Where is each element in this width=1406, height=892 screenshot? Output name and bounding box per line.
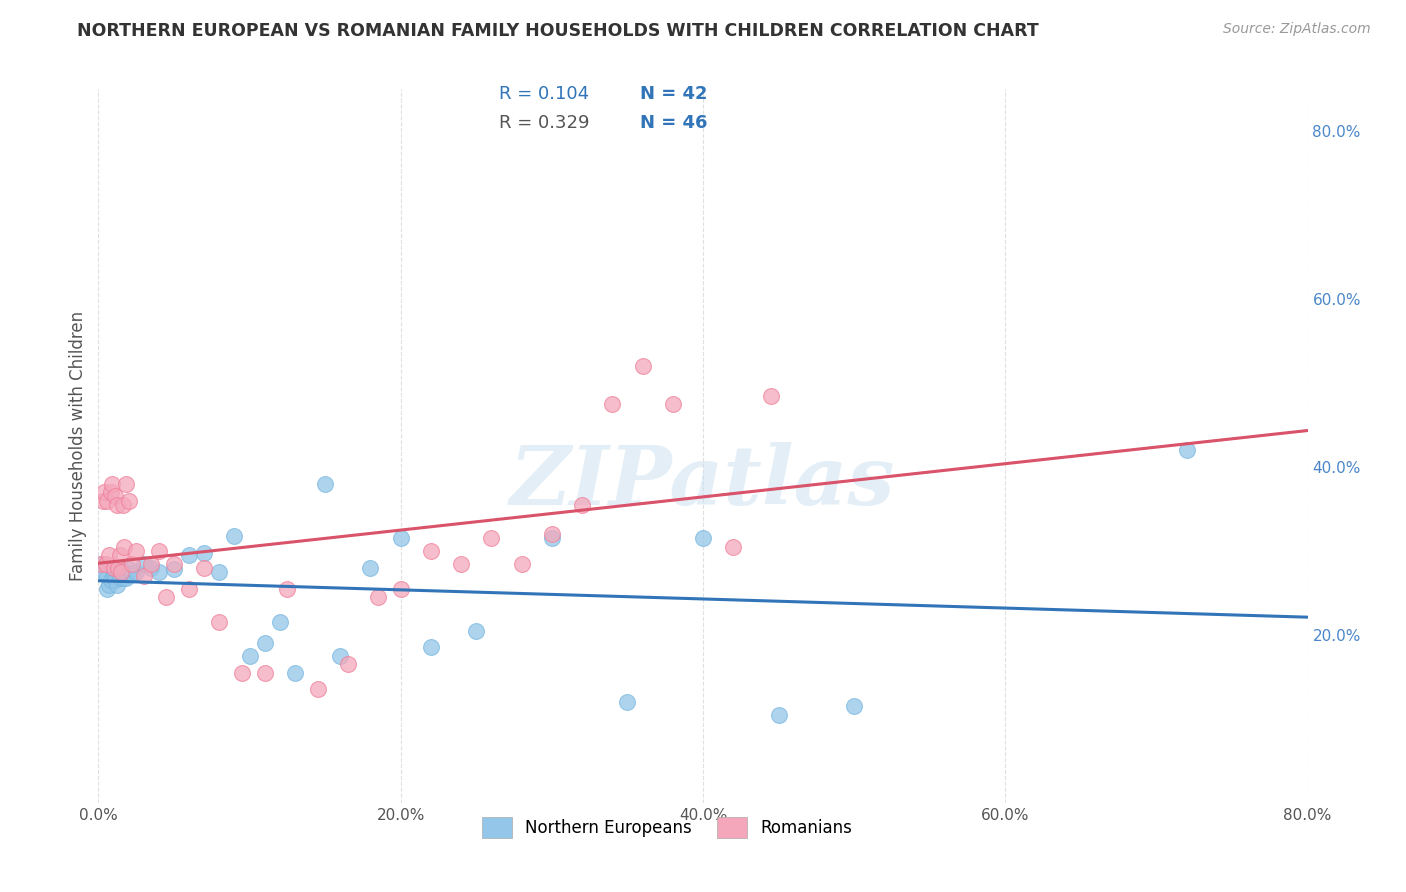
Point xyxy=(367,590,389,604)
Point xyxy=(420,640,443,655)
Point xyxy=(224,529,246,543)
Point xyxy=(96,493,118,508)
Point xyxy=(314,476,336,491)
Point xyxy=(616,695,638,709)
Point xyxy=(132,569,155,583)
Point xyxy=(360,560,382,574)
Point xyxy=(90,557,112,571)
Point xyxy=(90,557,112,571)
Point xyxy=(105,498,128,512)
Point xyxy=(465,624,488,638)
Point xyxy=(571,498,593,512)
Point xyxy=(602,397,624,411)
Point xyxy=(100,485,122,500)
Point xyxy=(420,544,443,558)
Point xyxy=(121,557,143,571)
Point xyxy=(1175,443,1198,458)
Point xyxy=(148,544,170,558)
Point xyxy=(631,359,654,374)
Point xyxy=(101,560,124,574)
Point xyxy=(107,560,129,574)
Point xyxy=(110,565,132,579)
Point xyxy=(253,636,276,650)
Point xyxy=(661,397,683,411)
Point xyxy=(307,682,329,697)
Point xyxy=(105,577,128,591)
Point xyxy=(98,548,121,562)
Text: N = 42: N = 42 xyxy=(640,85,707,103)
Point xyxy=(93,565,115,579)
Point xyxy=(450,557,472,571)
Point xyxy=(155,590,177,604)
Point xyxy=(111,571,134,585)
Text: R = 0.104: R = 0.104 xyxy=(499,85,589,103)
Point xyxy=(125,544,148,558)
Point xyxy=(111,498,134,512)
Point xyxy=(179,548,201,562)
Point xyxy=(121,566,143,581)
Point xyxy=(96,569,118,583)
Point xyxy=(103,569,125,583)
Point xyxy=(94,557,117,571)
Point xyxy=(284,665,307,680)
Point xyxy=(101,476,124,491)
Point xyxy=(253,665,276,680)
Point xyxy=(481,532,503,546)
Point xyxy=(132,557,155,571)
Point xyxy=(239,648,262,663)
Point xyxy=(107,565,129,579)
Point xyxy=(93,485,115,500)
Point xyxy=(96,582,118,596)
Point xyxy=(118,562,141,576)
Text: NORTHERN EUROPEAN VS ROMANIAN FAMILY HOUSEHOLDS WITH CHILDREN CORRELATION CHART: NORTHERN EUROPEAN VS ROMANIAN FAMILY HOU… xyxy=(77,22,1039,40)
Point xyxy=(118,493,141,508)
Point xyxy=(100,574,122,588)
Point xyxy=(141,560,163,574)
Legend: Northern Europeans, Romanians: Northern Europeans, Romanians xyxy=(475,811,859,845)
Point xyxy=(510,557,533,571)
Point xyxy=(125,565,148,579)
Point xyxy=(110,562,132,576)
Point xyxy=(103,560,125,574)
Point xyxy=(141,557,163,571)
Point xyxy=(179,582,201,596)
Text: ZIPatlas: ZIPatlas xyxy=(510,442,896,522)
Point xyxy=(540,527,562,541)
Point xyxy=(231,665,253,680)
Point xyxy=(723,540,745,554)
Point xyxy=(768,707,790,722)
Point xyxy=(208,565,231,579)
Point xyxy=(163,557,186,571)
Point xyxy=(540,532,562,546)
Point xyxy=(389,582,412,596)
Point xyxy=(114,571,136,585)
Text: Source: ZipAtlas.com: Source: ZipAtlas.com xyxy=(1223,22,1371,37)
Point xyxy=(193,546,215,560)
Point xyxy=(844,699,866,714)
Point xyxy=(163,562,186,576)
Point xyxy=(329,648,352,663)
Point xyxy=(759,389,782,403)
Point xyxy=(389,532,412,546)
Point xyxy=(148,565,170,579)
Point xyxy=(108,548,131,562)
Point xyxy=(336,657,359,672)
Point xyxy=(104,489,127,503)
Point xyxy=(276,582,298,596)
Point xyxy=(91,493,114,508)
Y-axis label: Family Households with Children: Family Households with Children xyxy=(69,311,87,581)
Point xyxy=(193,560,215,574)
Point xyxy=(104,574,127,588)
Point xyxy=(98,577,121,591)
Point xyxy=(108,571,131,585)
Point xyxy=(112,540,135,554)
Point xyxy=(114,476,136,491)
Point xyxy=(692,532,714,546)
Text: R = 0.329: R = 0.329 xyxy=(499,114,589,132)
Text: N = 46: N = 46 xyxy=(640,114,707,132)
Point xyxy=(269,615,291,630)
Point xyxy=(208,615,231,630)
